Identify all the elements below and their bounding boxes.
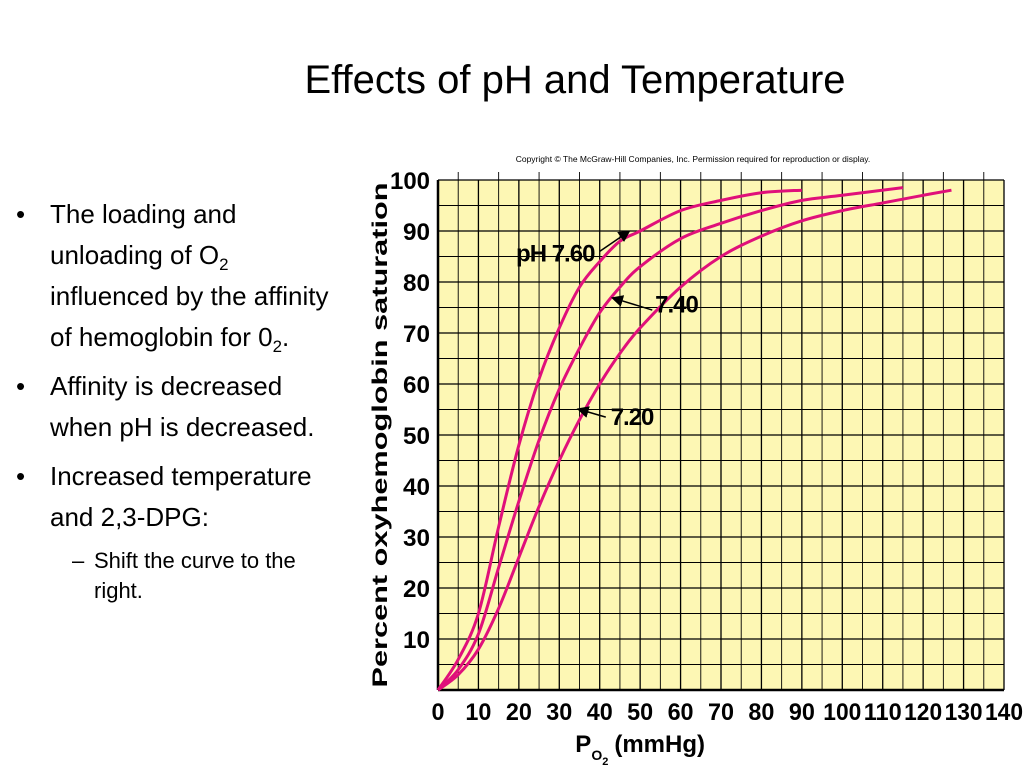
y-tick-label: 70 [403,321,430,348]
x-axis-title-sub: O [591,747,602,763]
y-tick-label: 100 [390,168,430,195]
curves [436,186,952,692]
x-tick-label: 0 [432,699,445,726]
x-tick-label: 110 [864,699,902,726]
x-tick-label: 130 [945,699,983,726]
x-tick-label: 20 [506,699,532,726]
curve-series [437,188,952,692]
y-tick-label: 50 [403,423,430,450]
curve-label-arrow [576,406,606,418]
sub-bullet-shift-right: Shift the curve to the right. [14,546,344,606]
y-tick-label: 20 [403,576,430,603]
x-axis-title-subsub: 2 [602,756,608,768]
curve-label-arrow [610,295,653,311]
x-tick-label: 70 [708,699,734,726]
x-tick-label: 30 [546,699,572,726]
bullet-text: Increased temperature and 2,3-DPG: [50,461,312,532]
curve-series [436,186,904,692]
subscript: 2 [219,254,229,274]
curve-label: pH 7.60 [516,241,595,268]
x-tick-label: 80 [748,699,774,726]
x-tick-label: 100 [823,699,861,726]
copyright-note: Copyright © The McGraw-Hill Companies, I… [516,154,871,164]
x-axis-title: PO2 (mmHg) [575,731,705,768]
bullet-list: The loading and unloading of O2 influenc… [14,194,344,606]
y-tick-labels: 10 20 30 40 50 60 70 80 90 100 [390,168,430,654]
curve-annotations: pH 7.60 7.40 7.20 [516,230,700,431]
bullet-text: The loading and unloading of O [50,199,237,270]
sub-bullet-text: Shift the curve to the right. [94,548,296,603]
bullet-text: Affinity is decreased when pH is decreas… [50,371,315,442]
x-tick-labels: 0 10 20 30 40 50 60 70 80 90 100 110 120 130 140 [432,699,1024,726]
y-axis-title: Percent oxyhemoglobin saturation [369,183,392,688]
x-axis-title-main: P [575,731,591,758]
x-tick-label: 120 [904,699,942,726]
y-tick-label: 60 [403,372,430,399]
x-tick-label: 90 [789,699,815,726]
y-tick-label: 90 [403,219,430,246]
x-tick-label: 10 [465,699,491,726]
curve-label-arrow [599,230,631,253]
y-tick-label: 40 [403,474,430,501]
y-tick-label: 10 [403,627,430,654]
x-tick-label: 40 [587,699,613,726]
bullet-item-oxygen-affinity: The loading and unloading of O2 influenc… [14,194,344,358]
subscript: 2 [272,336,282,356]
bullet-text: influenced by the affinity of hemoglobin… [50,281,329,352]
dissociation-curve-chart: Copyright © The McGraw-Hill Companies, I… [369,154,1024,768]
bullet-item-affinity-ph: Affinity is decreased when pH is decreas… [14,366,344,448]
x-tick-label: 60 [668,699,694,726]
grid [436,172,1005,692]
x-tick-label: 140 [985,699,1023,726]
y-tick-label: 80 [403,270,430,297]
curve-label: 7.40 [655,292,698,319]
x-axis-title-unit: (mmHg) [614,731,705,758]
slide-title: Effects of pH and Temperature [304,58,846,102]
curve-label: 7.20 [611,404,654,431]
x-tick-label: 50 [627,699,653,726]
bullet-item-temperature: Increased temperature and 2,3-DPG: [14,456,344,538]
curve-series [436,188,802,691]
y-tick-label: 30 [403,525,430,552]
bullet-text: . [282,322,290,352]
